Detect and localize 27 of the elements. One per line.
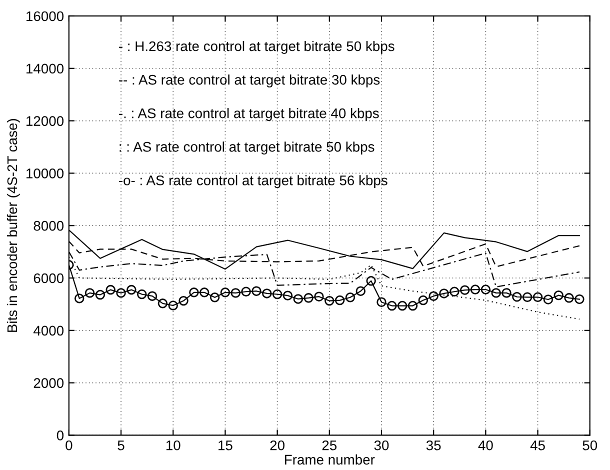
y-tick-label: 8000 — [34, 220, 64, 231]
x-tick-label: 10 — [166, 440, 180, 450]
y-tick-label: 14000 — [26, 64, 64, 74]
y-tick-label: 6000 — [34, 273, 64, 284]
x-tick-label: 35 — [426, 440, 441, 450]
x-tick-label: 5 — [118, 440, 124, 450]
y-axis-title: Bits in encoder buffer (4S-2T case) — [6, 119, 20, 332]
y-tick-label: 12000 — [26, 116, 64, 126]
y-tick-label: 16000 — [26, 11, 64, 22]
y-tick-label: 2000 — [34, 378, 64, 388]
annotation: -. : AS rate control at target bitrate 40 kbps — [119, 108, 379, 121]
x-tick-label: 25 — [322, 440, 337, 450]
x-tick-label: 20 — [270, 440, 284, 450]
x-tick-label: 30 — [374, 440, 389, 450]
x-axis-title: Frame number — [285, 454, 375, 465]
annotation: - : H.263 rate control at target bitrate 50 kbps — [119, 40, 394, 54]
y-tick-label: 0 — [56, 430, 64, 440]
annotation: -- : AS rate control at target bitrate 30 kbps — [119, 74, 380, 88]
x-tick-label: 50 — [582, 440, 598, 450]
x-tick-label: 45 — [530, 440, 545, 450]
x-tick-label: 15 — [218, 440, 232, 450]
annotation: : : AS rate control at target bitrate 50 kbps — [120, 142, 374, 155]
x-tick-label: 40 — [478, 440, 493, 450]
annotation: -o- : AS rate control at target bitrate 56 kbps — [119, 175, 388, 188]
y-tick-label: 10000 — [26, 168, 64, 178]
x-tick-label: 0 — [66, 440, 72, 450]
y-tick-label: 4000 — [33, 326, 64, 336]
